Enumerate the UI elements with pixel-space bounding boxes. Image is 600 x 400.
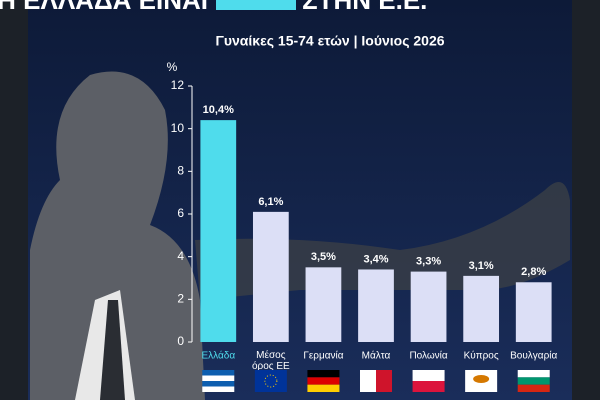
- bar: [410, 271, 447, 342]
- bar: [358, 269, 394, 342]
- y-tick-label: 10: [171, 121, 185, 135]
- value-label: 10,4%: [203, 104, 234, 116]
- title-part: ΣΤΗΝ Ε.Ε.: [302, 0, 427, 15]
- flag: [517, 370, 550, 378]
- flag: [376, 370, 392, 392]
- x-tick-label: Βουλγαρία: [510, 350, 557, 362]
- bar: [200, 120, 237, 342]
- x-tick-label: Κύπρος: [464, 350, 499, 362]
- flag: [360, 370, 376, 392]
- x-tick-label: Γερμανία: [303, 350, 343, 362]
- title-part: Η ΕΛΛΑΔΑ ΕΙΝΑΙ: [0, 0, 208, 15]
- flag: [254, 370, 287, 376]
- tie: [100, 300, 125, 400]
- arm-photo: [195, 182, 570, 300]
- x-tick-label: Ελλάδα: [201, 350, 235, 362]
- bar: [463, 275, 500, 342]
- flag-detail: [264, 374, 278, 388]
- value-label: 3,4%: [363, 253, 388, 265]
- right-border: [572, 0, 600, 400]
- bar: [515, 282, 552, 342]
- flag: [202, 381, 235, 387]
- flag: [202, 375, 235, 381]
- value-label: 2,8%: [521, 266, 546, 278]
- bar: [252, 211, 289, 342]
- value-label: 6,1%: [258, 196, 283, 208]
- title-highlight: [216, 0, 296, 10]
- person-photo: [30, 71, 205, 400]
- flag: [307, 377, 340, 385]
- y-tick-label: 6: [177, 206, 184, 220]
- x-tick-label: Μέσος όρος ΕΕ: [252, 349, 290, 372]
- y-tick-label: 8: [177, 164, 184, 178]
- value-label: 3,5%: [311, 251, 336, 263]
- y-tick-label: 4: [177, 249, 184, 263]
- subtitle: Γυναίκες 15-74 ετών | Ιούνιος 2026: [215, 33, 444, 49]
- y-tick-label: 2: [177, 292, 184, 306]
- flag: [307, 384, 340, 392]
- y-tick-label: 0: [177, 334, 184, 348]
- y-tick-label: 12: [171, 78, 185, 92]
- x-tick-label: Πολωνία: [409, 350, 447, 362]
- flag: [412, 370, 445, 381]
- flag: [254, 375, 287, 381]
- bar: [305, 267, 342, 342]
- flag: [517, 377, 550, 385]
- flag: [412, 381, 445, 392]
- y-axis-label: %: [167, 60, 178, 74]
- flag: [202, 386, 235, 392]
- value-label: 3,1%: [469, 260, 494, 272]
- flag: [254, 386, 287, 392]
- flag: [307, 370, 340, 378]
- flag-detail: [473, 375, 490, 383]
- x-tick-label: Μάλτα: [362, 350, 391, 362]
- flag: [517, 384, 550, 392]
- flag: [254, 381, 287, 387]
- flag: [202, 370, 235, 376]
- left-border: [0, 0, 28, 400]
- value-label: 3,3%: [416, 256, 441, 268]
